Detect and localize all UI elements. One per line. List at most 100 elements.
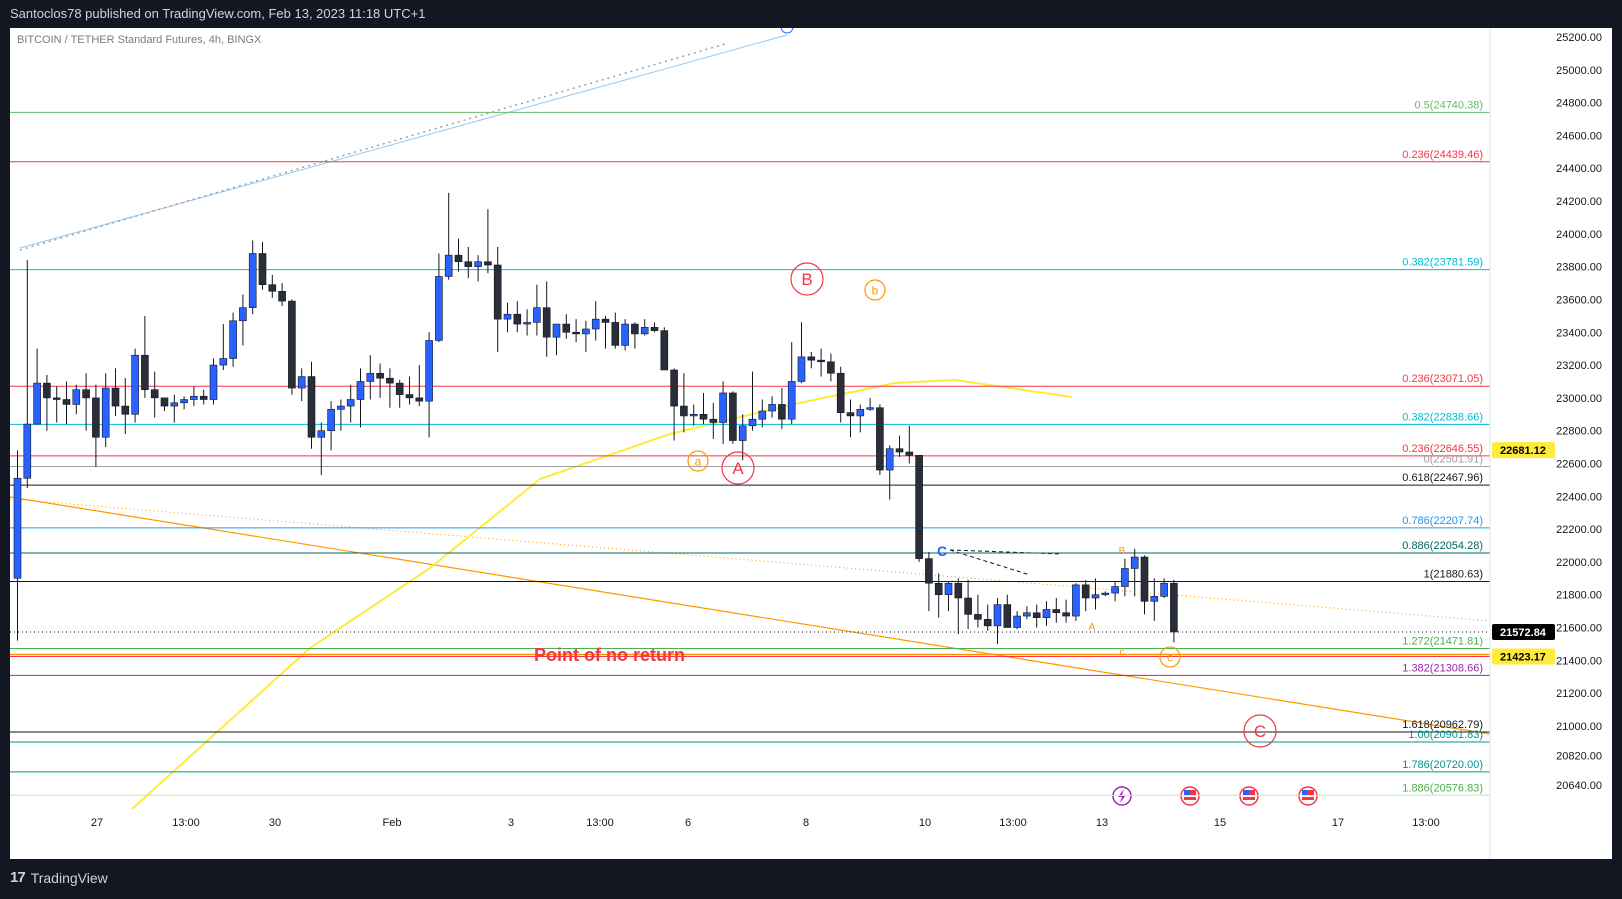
- price-label-bg: [1492, 623, 1555, 640]
- y-tick-label: 25200.00: [1556, 32, 1602, 44]
- fib-level-label: 0.236(22646.55): [1402, 443, 1483, 455]
- candle: [993, 604, 1002, 627]
- candle: [121, 405, 130, 415]
- y-tick-label: 23800.00: [1556, 262, 1602, 274]
- x-tick-label: 15: [1214, 817, 1226, 829]
- x-tick-label: 8: [803, 817, 809, 829]
- candle: [533, 307, 541, 323]
- fib-level-label: 0.618(22467.96): [1402, 472, 1483, 484]
- y-tick-label: 23400.00: [1556, 327, 1602, 339]
- fib-level-label: 0.886(22054.28): [1402, 540, 1483, 552]
- candle: [1091, 594, 1100, 599]
- candle: [327, 409, 335, 431]
- candle: [562, 323, 571, 333]
- candle: [13, 477, 22, 579]
- candle: [493, 264, 502, 320]
- candle: [944, 582, 953, 596]
- y-tick-label: 23000.00: [1556, 393, 1602, 405]
- candle: [219, 358, 228, 366]
- fib-level-label: 0.382(23781.59): [1402, 257, 1483, 269]
- y-tick-label: 23600.00: [1556, 294, 1602, 306]
- x-tick-label: 13:00: [172, 817, 200, 829]
- candle: [699, 413, 708, 420]
- fib-level-label: 0.382(22838.66): [1402, 411, 1483, 423]
- y-tick-label: 21000.00: [1556, 721, 1602, 733]
- candle: [640, 327, 649, 335]
- y-tick-label: 21200.00: [1556, 688, 1602, 700]
- y-tick-label: 24600.00: [1556, 130, 1602, 142]
- candle: [52, 397, 61, 400]
- blue-trendline: [19, 34, 788, 249]
- us-flag-icon: [1243, 790, 1249, 795]
- wave-label: A: [1089, 622, 1096, 633]
- candle: [1052, 609, 1061, 614]
- price-labels: 22681.12 21572.84 21423.17: [1492, 442, 1555, 665]
- candle: [797, 356, 806, 382]
- candle: [131, 354, 139, 415]
- candle: [1111, 586, 1119, 594]
- candle: [474, 261, 482, 267]
- footer-bar: 17 TradingView: [0, 859, 1622, 899]
- candle: [1121, 568, 1129, 587]
- chart-frame: [10, 28, 1612, 859]
- x-tick-label: 13:00: [1412, 817, 1440, 829]
- candle: [337, 405, 345, 410]
- candle: [846, 412, 855, 417]
- candle: [964, 597, 972, 615]
- wave-label-circle: [687, 450, 709, 472]
- candle: [209, 364, 218, 400]
- candle: [876, 407, 884, 471]
- brand-name: TradingView: [30, 869, 108, 886]
- wave-label-circle: [1159, 646, 1181, 668]
- candle: [689, 413, 698, 417]
- fib-level-label: 1.382(21308.66): [1402, 662, 1483, 674]
- y-tick-label: 25000.00: [1556, 65, 1602, 77]
- orange-dotted-trendline: [10, 498, 1491, 622]
- candle: [680, 405, 688, 417]
- candle: [670, 369, 678, 407]
- price-label: 21423.17: [1500, 652, 1546, 664]
- candle: [885, 448, 894, 471]
- dotted-trendline: [19, 43, 726, 251]
- price-chart[interactable]: 0.5(24740.38) 0.236(24439.46) 0.382(23781.…: [10, 28, 1612, 859]
- candle: [1081, 584, 1090, 599]
- candle: [297, 376, 306, 389]
- candle: [621, 323, 629, 346]
- candle: [356, 381, 365, 400]
- candle: [190, 395, 198, 400]
- x-tick-label: 17: [1332, 817, 1344, 829]
- y-tick-label: 21800.00: [1556, 590, 1602, 602]
- x-tick-label: 3: [508, 817, 514, 829]
- wave-label: B: [801, 270, 812, 289]
- candle: [768, 404, 776, 412]
- y-tick-label: 21400.00: [1556, 655, 1602, 667]
- tradingview-mark-icon: 17: [10, 869, 26, 886]
- candle: [444, 254, 453, 277]
- candle: [395, 382, 404, 395]
- right-edge: [1612, 28, 1622, 859]
- fib-level-label: 1.272(21471.81): [1402, 636, 1483, 648]
- y-tick-label: 22200.00: [1556, 524, 1602, 536]
- candle: [709, 418, 718, 423]
- candle: [729, 392, 737, 441]
- candle: [1101, 592, 1110, 596]
- candle: [1062, 612, 1070, 617]
- candle: [748, 418, 757, 427]
- x-tick-label: 27: [91, 817, 103, 829]
- y-axis: 25200.00 25000.00 24800.00 24600.00 24400.00…: [1556, 32, 1602, 792]
- y-tick-label: 22800.00: [1556, 426, 1602, 438]
- orange-trendline: [10, 496, 1491, 735]
- candle: [180, 399, 188, 404]
- price-label-bg: [1492, 442, 1555, 459]
- y-tick-label: 24000.00: [1556, 229, 1602, 241]
- fib-level-label: 1.00(20901.83): [1408, 729, 1483, 741]
- y-tick-label: 23200.00: [1556, 360, 1602, 372]
- candle: [650, 327, 659, 331]
- tradingview-logo[interactable]: 17 TradingView: [10, 869, 108, 886]
- candle: [307, 376, 316, 438]
- candle: [72, 389, 81, 405]
- wave-label: C: [1254, 722, 1266, 741]
- candle: [925, 558, 933, 584]
- candle: [954, 582, 963, 599]
- candle: [484, 261, 492, 266]
